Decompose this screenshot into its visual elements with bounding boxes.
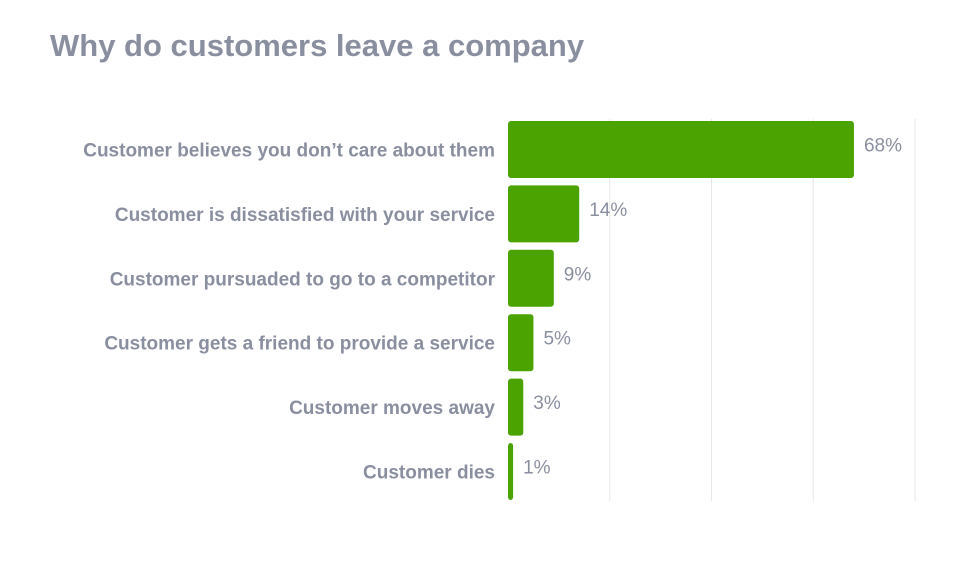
chart-title: Why do customers leave a company [50,28,585,63]
value-label: 1% [523,458,551,479]
value-label: 3% [533,393,561,414]
value-label: 14% [589,200,627,221]
value-label: 68% [864,136,902,157]
category-label: Customer pursuaded to go to a competitor [110,269,496,290]
value-label: 9% [564,264,592,285]
category-label: Customer dies [363,463,495,484]
bar [508,185,580,243]
bar [508,443,514,500]
category-label: Customer gets a friend to provide a serv… [104,334,495,355]
category-label: Customer is dissatisfied with your servi… [115,205,495,226]
category-label: Customer believes you don’t care about t… [83,141,495,162]
category-label: Customer moves away [289,398,495,419]
bar [508,378,524,436]
value-label: 5% [543,329,571,350]
bar [508,249,554,307]
bar [508,314,534,372]
bar [508,121,854,178]
